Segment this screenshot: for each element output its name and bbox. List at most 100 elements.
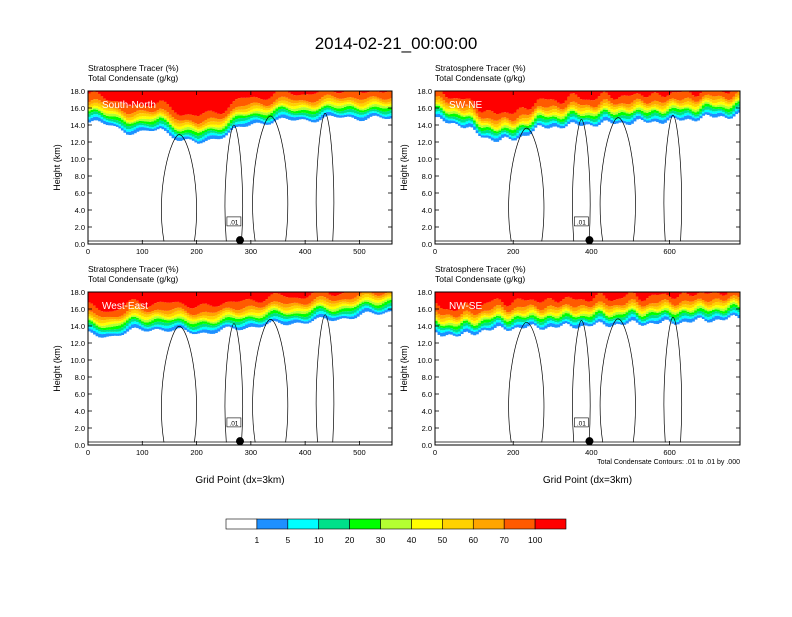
tracer-cell (567, 0, 570, 97)
y-tick-label: 14.0 (70, 322, 85, 331)
tracer-cell (704, 0, 707, 87)
tracer-cell (737, 0, 740, 84)
tracer-cell (697, 118, 700, 121)
tracer-cell (111, 0, 114, 101)
panel-subtitle: Stratosphere Tracer (%) (435, 264, 526, 274)
tracer-cell (565, 0, 568, 100)
tracer-cell (121, 0, 124, 103)
tracer-cell (243, 0, 246, 98)
tracer-cell (532, 128, 535, 131)
tracer-cell (544, 0, 547, 99)
y-tick-label: 14.0 (417, 121, 432, 130)
tracer-cell (565, 124, 568, 126)
tracer-cell (684, 0, 687, 90)
tracer-cell (628, 0, 631, 96)
tracer-cell (131, 0, 134, 106)
y-tick-label: 8.0 (422, 172, 432, 181)
tracer-cell (103, 0, 106, 99)
tracer-cell (298, 0, 301, 95)
tracer-cell (588, 0, 591, 100)
tracer-cell (141, 0, 144, 105)
tracer-cell (575, 0, 578, 95)
tracer-cell (164, 0, 167, 102)
tracer-cell (552, 0, 555, 99)
tracer-cell (308, 0, 311, 94)
tracer-cell (572, 0, 575, 93)
tracer-cell (554, 0, 557, 101)
tracer-cell (671, 0, 674, 92)
tracer-cell (623, 0, 626, 95)
tracer-cell (613, 0, 616, 100)
y-tick-label: 10.0 (417, 155, 432, 164)
tracer-cell (674, 0, 677, 92)
tracer-cell (362, 285, 365, 292)
tracer-cell (248, 0, 251, 97)
location-marker (585, 236, 593, 244)
tracer-cell (600, 0, 603, 93)
tracer-cell (702, 0, 705, 89)
tracer-cell (270, 0, 273, 97)
tracer-cell (146, 0, 149, 106)
y-tick-label: 2.0 (75, 424, 85, 433)
tracer-cell (139, 0, 142, 104)
panel-subtitle: Total Condensate (g/kg) (88, 73, 178, 83)
tracer-cell (590, 0, 593, 100)
tracer-cell (598, 122, 601, 125)
tracer-cell (306, 0, 309, 94)
tracer-cell (534, 0, 537, 103)
x-tick-label: 300 (245, 247, 258, 256)
tracer-cell (694, 0, 697, 97)
tracer-cell (296, 0, 299, 95)
tracer-cell (144, 0, 147, 106)
tracer-cell (730, 0, 733, 92)
tracer-cell (106, 0, 109, 100)
tracer-cell (707, 0, 710, 86)
y-tick-label: 2.0 (75, 223, 85, 232)
tracer-cell (649, 0, 652, 96)
tracer-cell (237, 0, 240, 98)
tracer-cell (537, 0, 540, 100)
figure-title: 2014-02-21_00:00:00 (315, 34, 478, 53)
x-tick-label: 100 (136, 448, 149, 457)
tracer-cell (134, 0, 137, 105)
tracer-cell (364, 285, 367, 291)
panel-subtitle: Stratosphere Tracer (%) (435, 63, 526, 73)
contour-label: .01 (229, 219, 238, 226)
contour-label: .01 (577, 219, 586, 226)
tracer-cell (458, 334, 461, 336)
tracer-cell (598, 0, 601, 96)
tracer-cell (603, 0, 606, 92)
y-tick-label: 6.0 (75, 189, 85, 198)
tracer-cell (618, 0, 621, 97)
tracer-cell (664, 0, 667, 97)
tracer-cell (253, 0, 256, 97)
y-tick-label: 0.0 (75, 441, 85, 450)
y-axis-label: Height (km) (52, 144, 62, 191)
tracer-cell (621, 0, 624, 96)
tracer-cell (547, 0, 550, 99)
tracer-cell (676, 0, 679, 92)
tracer-cell (159, 0, 162, 101)
tracer-cell (570, 0, 573, 94)
y-tick-label: 6.0 (75, 390, 85, 399)
y-tick-label: 16.0 (70, 104, 85, 113)
x-axis-label: Grid Point (dx=3km) (195, 475, 284, 486)
tracer-cell (687, 0, 690, 91)
tracer-cell (151, 0, 154, 106)
tracer-cell (661, 0, 664, 97)
tracer-cell (255, 0, 258, 97)
y-tick-label: 14.0 (70, 121, 85, 130)
x-tick-label: 0 (86, 448, 90, 457)
x-tick-label: 500 (353, 448, 366, 457)
tracer-cell (225, 133, 228, 136)
tracer-cell (654, 0, 657, 92)
x-tick-label: 500 (353, 247, 366, 256)
tracer-cell (608, 0, 611, 95)
location-marker (236, 437, 244, 445)
y-tick-label: 10.0 (70, 155, 85, 164)
panel-label: SW-NE (449, 100, 482, 111)
y-tick-label: 18.0 (70, 288, 85, 297)
tracer-cell (227, 130, 230, 132)
tracer-cell (699, 0, 702, 93)
